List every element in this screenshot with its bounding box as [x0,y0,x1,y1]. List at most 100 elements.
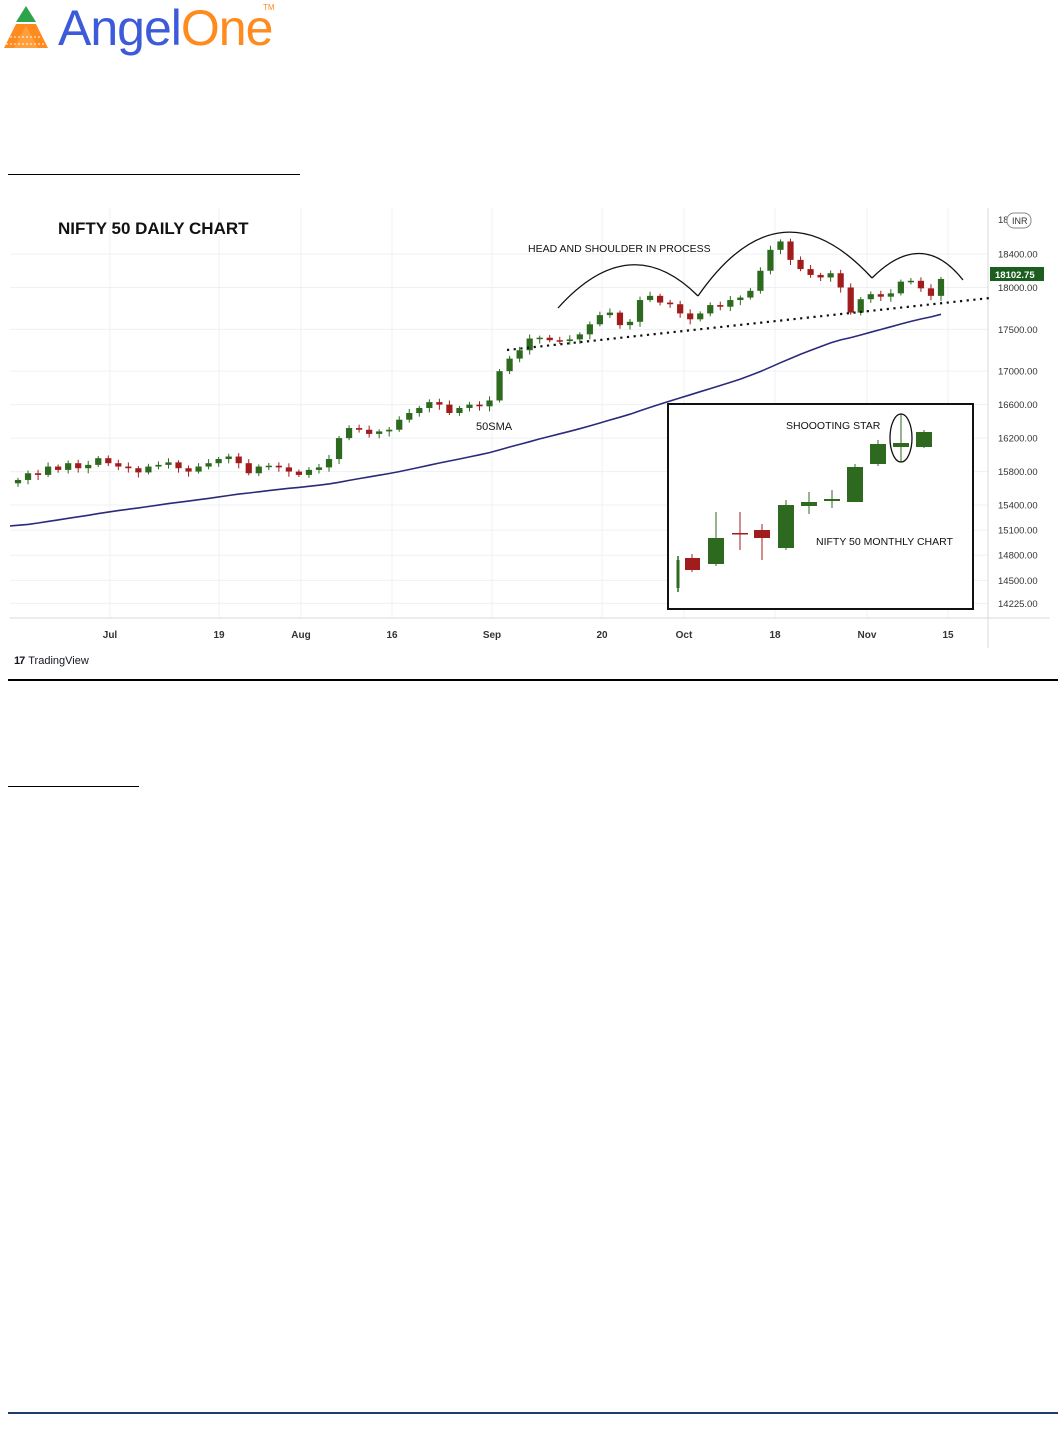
candle-body [406,413,413,420]
angel-one-logo: AngelOne TM [0,0,290,62]
candle-body [787,241,794,260]
candle [486,396,493,412]
candle [897,279,904,296]
tradingview-icon: 17 [14,655,25,667]
monthly-candles [676,414,932,592]
angel-one-pyramid-icon [4,6,48,48]
candle [727,295,734,312]
candle [646,291,654,303]
last-price-tag [990,267,1044,281]
section-underline-top [8,174,300,175]
candle [175,460,182,473]
candle [656,293,664,306]
candle [376,429,383,439]
candle-body [747,290,754,298]
candle [205,459,212,470]
candle-body [887,293,894,297]
chart-container: 18400.00 18000.00 17500.00 17000.00 16600.00… [9,208,1050,678]
daily-candles [14,238,945,487]
candle [275,462,282,472]
monthly-chart-title: NIFTY 50 MONTHLY CHART [816,536,954,548]
candle-body [376,431,383,434]
candle-body [737,297,744,301]
candle-body [907,280,915,283]
candle [44,462,52,478]
y-tick-label: 17000.00 [998,367,1038,378]
candle-body [516,350,523,359]
candle [516,346,523,363]
candle [636,296,644,327]
nifty-daily-chart: 18400.00 18000.00 17500.00 17000.00 16600.00… [9,208,1050,648]
candle [476,401,483,411]
candle [616,310,624,329]
candle-body [466,404,473,408]
candle [827,270,834,282]
y-tick-label: 18400.00 [998,250,1038,261]
candle [155,461,162,470]
sma-50-line [9,313,942,527]
candle-body [105,458,112,464]
candle-body [867,294,874,300]
x-tick-label: Jul [103,630,118,641]
candle-body [456,407,463,413]
candle-body [536,337,543,340]
monthly-candle [801,492,817,514]
candle-body [175,462,182,469]
candle-body [75,463,82,469]
candle-body [416,407,423,413]
candle [285,463,292,477]
candle [406,408,413,423]
candle [446,400,453,416]
x-axis-labels: Jul 19 Aug 16 Sep 20 Oct 18 Nov 15 [103,630,954,641]
candle [757,267,764,294]
candle-body [446,404,453,413]
monthly-candle [824,490,840,508]
candle [707,302,714,317]
candle-body [325,459,333,468]
candle [366,425,373,438]
y-tick-label: 16200.00 [998,434,1038,445]
candle [335,436,343,465]
candle-body [275,465,282,468]
candle-body [546,337,553,341]
candle-body [225,456,232,460]
candle-body [817,274,824,278]
monthly-candle [732,512,748,550]
sma-annotation: 50SMA [476,421,513,433]
candle [767,245,774,275]
candle-body [145,466,152,473]
candle-body [646,295,654,301]
candle-body [315,467,323,470]
candle [586,321,593,340]
candle-body [667,302,674,305]
candle [677,300,684,318]
candle [697,311,704,322]
y-top-partial-label: 18 [998,215,1009,226]
candle [195,463,202,474]
candle-body [14,479,22,484]
candle [295,469,303,478]
candle-body [24,473,32,480]
candle-body [506,358,513,372]
pattern-annotation: HEAD AND SHOULDER IN PROCESS [528,243,711,255]
candle-body [837,273,844,288]
head-shoulder-arc-head [697,231,873,297]
candle [837,269,844,293]
candle [34,469,42,481]
section-underline-bottom [8,786,139,787]
candle-body [195,466,202,472]
candle [355,424,363,433]
candle [887,289,894,302]
candle-body [305,469,313,475]
candle [115,459,122,471]
candle [75,459,82,473]
candle [606,308,614,318]
candle-body [245,463,252,474]
candle [717,301,724,311]
candle [305,467,313,478]
candle-body [807,269,814,275]
y-tick-label: 14500.00 [998,576,1038,587]
candle [245,459,252,476]
candle-body [717,305,724,307]
candle-body [396,419,403,430]
